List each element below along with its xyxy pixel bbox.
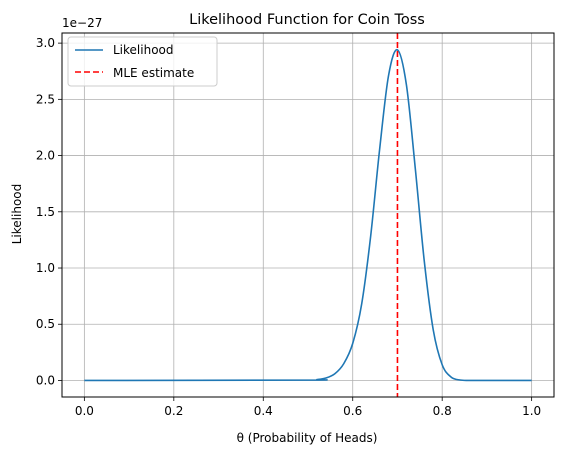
x-tick-label: 0.2 [164,404,183,418]
y-ticks: 0.0 0.5 1.0 1.5 2.0 2.5 3.0 [36,36,62,387]
x-tick-label: 0.8 [433,404,452,418]
y-scale-offset-label: 1e−27 [62,16,102,30]
x-tick-label: 0.6 [343,404,362,418]
y-tick-label: 2.0 [36,149,55,163]
y-axis-label: Likelihood [10,184,24,245]
x-axis-label: θ (Probability of Heads) [237,431,378,445]
y-tick-label: 1.5 [36,205,55,219]
legend-label-mle: MLE estimate [113,66,194,80]
legend-box [67,36,218,87]
y-tick-label: 1.0 [36,261,55,275]
plot-frame [61,32,555,398]
series-lines [84,33,532,397]
x-ticks: 0.0 0.2 0.4 0.6 0.8 1.0 [75,397,541,418]
x-tick-label: 0.0 [75,404,94,418]
y-tick-label: 0.0 [36,373,55,387]
legend-label-likelihood: Likelihood [113,43,174,57]
grid-lines [62,33,554,397]
y-tick-label: 2.5 [36,92,55,106]
x-tick-label: 0.4 [254,404,273,418]
x-tick-label: 1.0 [522,404,541,418]
likelihood-line [84,49,532,382]
legend: Likelihood MLE estimate [67,36,218,87]
y-tick-label: 0.5 [36,317,55,331]
chart-title: Likelihood Function for Coin Toss [189,12,425,28]
y-tick-label: 3.0 [36,36,55,50]
